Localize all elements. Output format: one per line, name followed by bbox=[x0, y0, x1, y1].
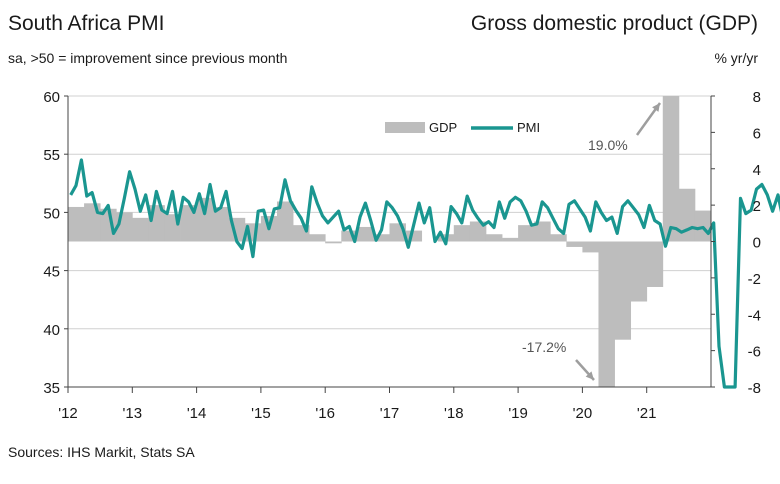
right-tick-label: -8 bbox=[748, 380, 761, 397]
gdp-bar bbox=[598, 241, 615, 387]
left-tick-label: 60 bbox=[43, 89, 60, 106]
left-tick-label: 35 bbox=[43, 380, 60, 397]
x-tick-label: '16 bbox=[315, 405, 335, 422]
gdp-bar bbox=[630, 241, 648, 302]
gdp-bar bbox=[276, 201, 294, 242]
x-tick-label: '13 bbox=[123, 405, 143, 422]
right-tick-label: -4 bbox=[748, 307, 761, 324]
gdp-bar bbox=[68, 206, 85, 242]
left-axis-subtitle: sa, >50 = improvement since previous mon… bbox=[8, 50, 288, 66]
right-tick-label: 4 bbox=[753, 162, 761, 179]
x-tick-label: '17 bbox=[380, 405, 400, 422]
x-tick-label: '12 bbox=[58, 405, 78, 422]
x-tick-label: '15 bbox=[251, 405, 271, 422]
left-tick-label: 50 bbox=[43, 205, 60, 222]
gdp-bar bbox=[132, 217, 149, 242]
pmi-line bbox=[69, 158, 780, 389]
legend-gdp-label: GDP bbox=[429, 120, 457, 135]
right-axis-subtitle: % yr/yr bbox=[714, 50, 758, 66]
right-tick-label: 8 bbox=[753, 89, 761, 106]
gdp-bar bbox=[325, 241, 342, 244]
right-tick-label: -6 bbox=[748, 344, 761, 361]
gdp-bar bbox=[502, 237, 519, 242]
x-tick-label: '14 bbox=[187, 405, 207, 422]
source-note: Sources: IHS Markit, Stats SA bbox=[8, 444, 195, 460]
gdp-bar bbox=[614, 241, 632, 340]
right-tick-label: 2 bbox=[753, 198, 761, 215]
gdp-bar bbox=[646, 241, 664, 287]
gdp-bar bbox=[180, 205, 197, 242]
legend-pmi-label: PMI bbox=[517, 120, 540, 135]
gdp-bar bbox=[309, 234, 326, 242]
gdp-bar bbox=[196, 197, 214, 242]
gdp-bar bbox=[582, 241, 599, 253]
left-tick-label: 45 bbox=[43, 264, 60, 281]
x-tick-label: '18 bbox=[444, 405, 464, 422]
gdp-bar bbox=[212, 206, 230, 242]
gdp-bar bbox=[405, 230, 423, 242]
gdp-bar bbox=[662, 96, 680, 242]
right-axis-title: Gross domestic product (GDP) bbox=[470, 12, 758, 35]
left-tick-label: 40 bbox=[43, 322, 60, 339]
gdp-bar bbox=[453, 225, 471, 242]
annotation-gdp-trough: -17.2% bbox=[522, 339, 566, 355]
gdp-bar bbox=[469, 221, 487, 242]
annotation-gdp-peak-arrow-head bbox=[652, 103, 660, 112]
left-axis-title: South Africa PMI bbox=[8, 12, 165, 35]
gdp-bar bbox=[341, 230, 358, 242]
gdp-bar bbox=[534, 221, 551, 242]
annotation-gdp-trough-arrow-head bbox=[585, 371, 594, 380]
annotation-gdp-peak: 19.0% bbox=[588, 137, 628, 153]
x-tick-label: '20 bbox=[573, 405, 593, 422]
gdp-bar bbox=[357, 226, 374, 242]
right-tick-label: 6 bbox=[753, 125, 761, 142]
right-tick-label: -2 bbox=[748, 271, 761, 288]
gdp-bar bbox=[373, 234, 390, 242]
legend-gdp-swatch bbox=[385, 122, 425, 133]
x-tick-label: '19 bbox=[508, 405, 528, 422]
gdp-bar bbox=[518, 225, 535, 242]
gdp-bar bbox=[485, 234, 503, 242]
left-tick-label: 55 bbox=[43, 147, 60, 164]
gdp-bar bbox=[566, 241, 583, 247]
x-tick-label: '21 bbox=[637, 405, 657, 422]
right-tick-label: 0 bbox=[753, 235, 761, 252]
gdp-bar bbox=[550, 234, 567, 242]
